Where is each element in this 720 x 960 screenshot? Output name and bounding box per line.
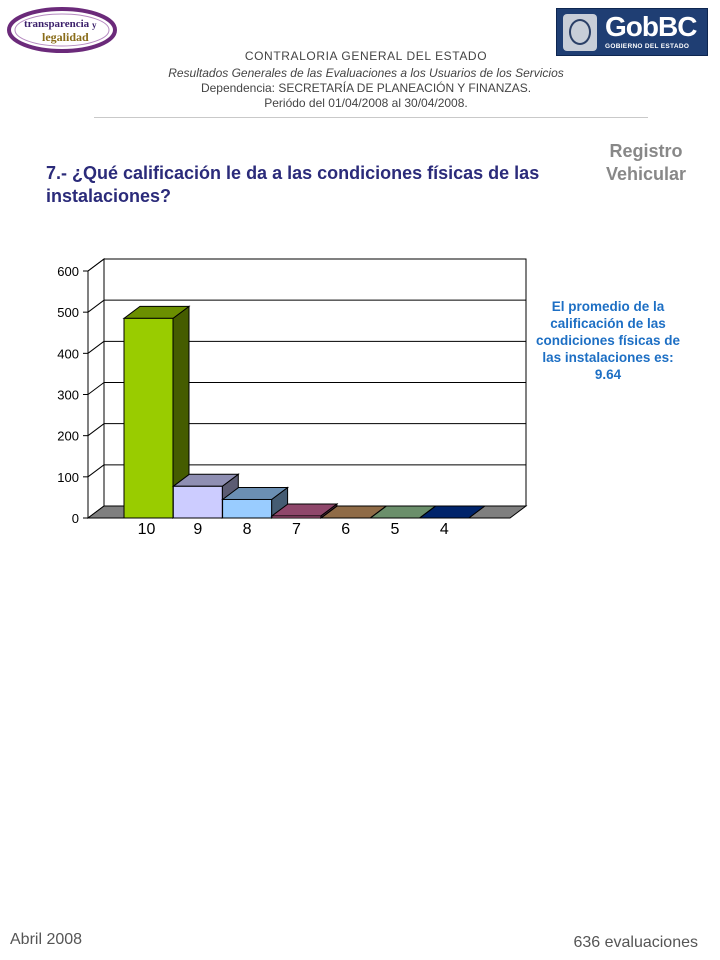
logo-text-y: y bbox=[92, 20, 97, 30]
gobbc-brand-text: GobBC bbox=[605, 11, 697, 42]
xtick-label-4: 4 bbox=[440, 521, 449, 538]
xtick-label-5: 5 bbox=[391, 521, 400, 538]
question-title: 7.- ¿Qué calificación le da a las condic… bbox=[46, 163, 540, 206]
footer-date: Abril 2008 bbox=[10, 931, 83, 948]
xtick-label-6: 6 bbox=[341, 521, 350, 538]
xtick-label-9: 9 bbox=[193, 521, 202, 538]
state-seal-icon bbox=[563, 14, 597, 51]
bar-10 bbox=[123, 317, 174, 519]
bar-8 bbox=[222, 498, 273, 519]
gridline-side-400 bbox=[87, 340, 105, 354]
header-agency: CONTRALORIA GENERAL DEL ESTADO bbox=[244, 49, 488, 63]
xtick-label-10: 10 bbox=[138, 521, 156, 538]
ytick-label-400: 400 bbox=[57, 346, 79, 361]
average-callout: El promedio de la calificación de las co… bbox=[535, 299, 681, 382]
ytick-label-500: 500 bbox=[57, 305, 79, 320]
ytick-label-600: 600 bbox=[57, 264, 79, 279]
gridline-side-600 bbox=[87, 258, 105, 272]
gridline-side-100 bbox=[87, 464, 105, 478]
logo-text-legalidad: legalidad bbox=[42, 30, 89, 44]
xtick-label-8: 8 bbox=[243, 521, 252, 538]
ytick-label-300: 300 bbox=[57, 388, 79, 403]
bar-9 bbox=[172, 485, 223, 519]
gobbc-logo: GobBC GOBIERNO DEL ESTADO bbox=[556, 8, 708, 56]
gridline-side-500 bbox=[87, 299, 105, 313]
gridline-side-200 bbox=[87, 423, 105, 437]
logo-text-transparencia: transparencia bbox=[24, 18, 90, 30]
footer-evaluations: 636 evaluaciones bbox=[573, 934, 698, 951]
xtick-label-7: 7 bbox=[292, 521, 301, 538]
ytick-label-100: 100 bbox=[57, 470, 79, 485]
gobbc-subtitle: GOBIERNO DEL ESTADO bbox=[605, 43, 690, 50]
header-period: Periódo del 01/04/2008 al 30/04/2008. bbox=[264, 96, 468, 110]
gridline-side-300 bbox=[87, 382, 105, 395]
ytick-label-0: 0 bbox=[72, 511, 79, 526]
transparencia-legalidad-logo: transparencia y legalidad bbox=[7, 7, 117, 53]
header-report-title: Resultados Generales de las Evaluaciones… bbox=[168, 66, 564, 80]
ytick-label-200: 200 bbox=[57, 429, 79, 444]
header-dependency: Dependencia: SECRETARÍA DE PLANEACIÓN Y … bbox=[200, 81, 532, 95]
header-divider bbox=[94, 117, 648, 118]
section-label: Registro Vehicular bbox=[605, 141, 687, 184]
